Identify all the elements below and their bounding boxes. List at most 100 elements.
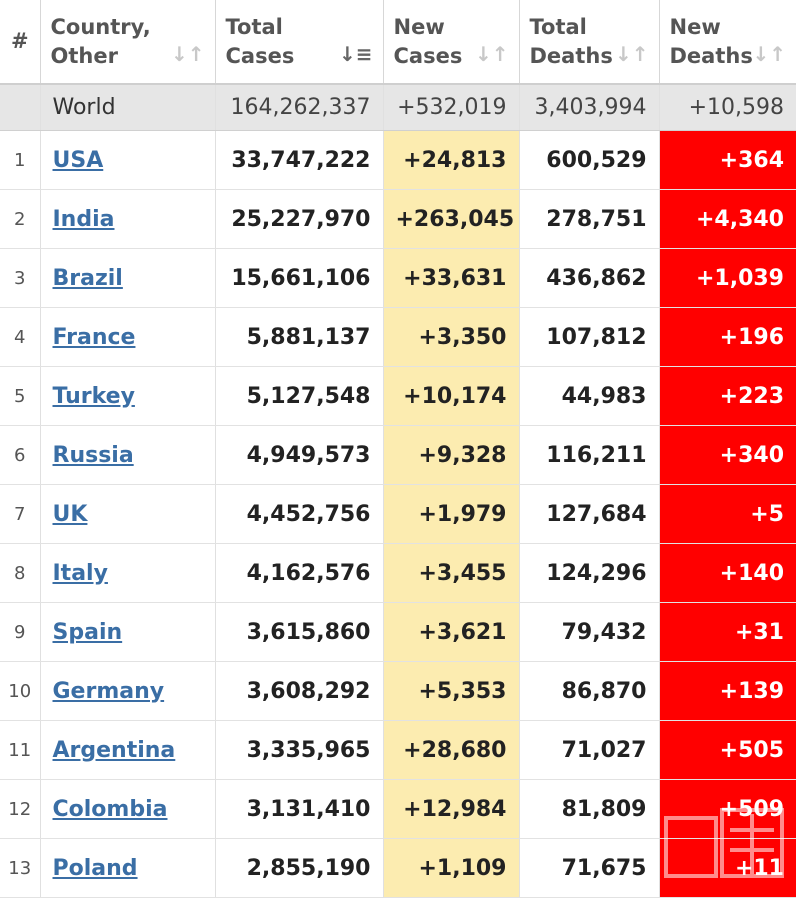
header-new-deaths[interactable]: New Deaths ↓↑ — [659, 0, 796, 85]
country-link[interactable]: Italy — [52, 560, 108, 586]
country-link[interactable]: India — [52, 206, 115, 232]
table-row: 11 Argentina 3,335,965 +28,680 71,027 +505 — [0, 720, 796, 780]
total-cases-cell: 4,452,756 — [215, 484, 384, 544]
total-deaths-cell: 124,296 — [519, 543, 660, 603]
total-deaths-cell: 81,809 — [519, 779, 660, 839]
total-cases-cell: 4,949,573 — [215, 425, 384, 485]
country-link[interactable]: France — [52, 324, 136, 350]
rank-cell: 13 — [0, 838, 41, 898]
country-cell: India — [40, 189, 216, 249]
rank-cell: 10 — [0, 661, 41, 721]
country-cell: Germany — [40, 661, 216, 721]
country-link[interactable]: Russia — [52, 442, 134, 468]
new-cases-cell: +33,631 — [383, 248, 520, 308]
country-cell: Russia — [40, 425, 216, 485]
header-total-deaths[interactable]: Total Deaths ↓↑ — [519, 0, 660, 85]
total-deaths-cell: 436,862 — [519, 248, 660, 308]
rank-cell: 3 — [0, 248, 41, 308]
new-deaths-cell: +139 — [659, 661, 796, 721]
new-cases-cell: +3,350 — [383, 307, 520, 367]
total-deaths-cell: 44,983 — [519, 366, 660, 426]
rank-cell: 6 — [0, 425, 41, 485]
country-cell: UK — [40, 484, 216, 544]
new-deaths-cell: +505 — [659, 720, 796, 780]
rank-cell: 12 — [0, 779, 41, 839]
new-cases-cell: +12,984 — [383, 779, 520, 839]
rank-cell: 9 — [0, 602, 41, 662]
world-new-deaths: +10,598 — [659, 84, 796, 131]
sort-icon[interactable]: ↓↑ — [614, 42, 649, 66]
country-link[interactable]: Brazil — [52, 265, 123, 291]
total-deaths-cell: 107,812 — [519, 307, 660, 367]
country-link[interactable]: Colombia — [52, 796, 168, 822]
total-cases-cell: 3,615,860 — [215, 602, 384, 662]
world-new-cases: +532,019 — [383, 84, 520, 131]
new-cases-cell: +1,979 — [383, 484, 520, 544]
country-cell: USA — [40, 130, 216, 190]
new-cases-cell: +28,680 — [383, 720, 520, 780]
table-row: 5 Turkey 5,127,548 +10,174 44,983 +223 — [0, 366, 796, 426]
table-row: 7 UK 4,452,756 +1,979 127,684 +5 — [0, 484, 796, 544]
header-country[interactable]: Country, Other ↓↑ — [40, 0, 216, 85]
country-cell: Argentina — [40, 720, 216, 780]
total-cases-cell: 3,131,410 — [215, 779, 384, 839]
rank-cell: 11 — [0, 720, 41, 780]
new-cases-cell: +3,455 — [383, 543, 520, 603]
new-deaths-cell: +5 — [659, 484, 796, 544]
country-link[interactable]: Germany — [52, 678, 165, 704]
sort-icon[interactable]: ↓↑ — [170, 42, 205, 66]
total-cases-cell: 4,162,576 — [215, 543, 384, 603]
table-row: 13 Poland 2,855,190 +1,109 71,675 +11 — [0, 838, 796, 898]
sort-icon[interactable]: ↓↑ — [752, 42, 786, 66]
header-new-cases[interactable]: New Cases ↓↑ — [383, 0, 520, 85]
rank-cell: 1 — [0, 130, 41, 190]
table-row: 4 France 5,881,137 +3,350 107,812 +196 — [0, 307, 796, 367]
new-deaths-cell: +340 — [659, 425, 796, 485]
total-cases-cell: 33,747,222 — [215, 130, 384, 190]
table-row: 6 Russia 4,949,573 +9,328 116,211 +340 — [0, 425, 796, 485]
world-rank — [0, 84, 41, 131]
total-cases-cell: 15,661,106 — [215, 248, 384, 308]
total-cases-cell: 2,855,190 — [215, 838, 384, 898]
country-link[interactable]: Turkey — [52, 383, 135, 409]
table-row: 10 Germany 3,608,292 +5,353 86,870 +139 — [0, 661, 796, 721]
new-deaths-cell: +11 — [659, 838, 796, 898]
country-cell: Spain — [40, 602, 216, 662]
new-deaths-cell: +140 — [659, 543, 796, 603]
total-deaths-cell: 86,870 — [519, 661, 660, 721]
new-deaths-cell: +4,340 — [659, 189, 796, 249]
new-cases-cell: +24,813 — [383, 130, 520, 190]
country-link[interactable]: Spain — [52, 619, 123, 645]
new-deaths-cell: +223 — [659, 366, 796, 426]
country-link[interactable]: Poland — [52, 855, 138, 881]
new-cases-cell: +3,621 — [383, 602, 520, 662]
header-rank: # — [0, 0, 41, 85]
total-deaths-cell: 71,675 — [519, 838, 660, 898]
new-deaths-cell: +31 — [659, 602, 796, 662]
header-total-cases[interactable]: Total Cases ↓≡ — [215, 0, 384, 85]
total-deaths-cell: 71,027 — [519, 720, 660, 780]
table-row: 12 Colombia 3,131,410 +12,984 81,809 +509 — [0, 779, 796, 839]
new-cases-cell: +5,353 — [383, 661, 520, 721]
total-deaths-cell: 79,432 — [519, 602, 660, 662]
rank-cell: 2 — [0, 189, 41, 249]
total-deaths-cell: 600,529 — [519, 130, 660, 190]
sort-icon[interactable]: ↓↑ — [474, 42, 509, 66]
world-total-cases: 164,262,337 — [215, 84, 384, 131]
rank-cell: 7 — [0, 484, 41, 544]
country-cell: Colombia — [40, 779, 216, 839]
country-link[interactable]: Argentina — [52, 737, 176, 763]
table-row: 1 USA 33,747,222 +24,813 600,529 +364 — [0, 130, 796, 190]
country-cell: Poland — [40, 838, 216, 898]
sort-descending-icon[interactable]: ↓≡ — [338, 42, 373, 66]
country-link[interactable]: UK — [52, 501, 88, 527]
total-cases-cell: 5,881,137 — [215, 307, 384, 367]
country-link[interactable]: USA — [52, 147, 104, 173]
country-cell: France — [40, 307, 216, 367]
new-deaths-cell: +1,039 — [659, 248, 796, 308]
table-row: 9 Spain 3,615,860 +3,621 79,432 +31 — [0, 602, 796, 662]
new-cases-cell: +263,045 — [383, 189, 520, 249]
total-cases-cell: 3,608,292 — [215, 661, 384, 721]
world-total-deaths: 3,403,994 — [519, 84, 660, 131]
